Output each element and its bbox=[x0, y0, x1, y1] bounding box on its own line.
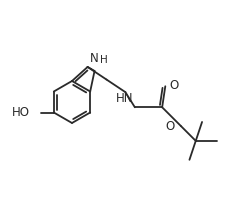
Text: HO: HO bbox=[12, 106, 30, 119]
Text: HN: HN bbox=[116, 92, 134, 105]
Text: N: N bbox=[90, 52, 99, 65]
Text: H: H bbox=[99, 55, 107, 65]
Text: O: O bbox=[169, 79, 179, 92]
Text: O: O bbox=[166, 120, 175, 133]
